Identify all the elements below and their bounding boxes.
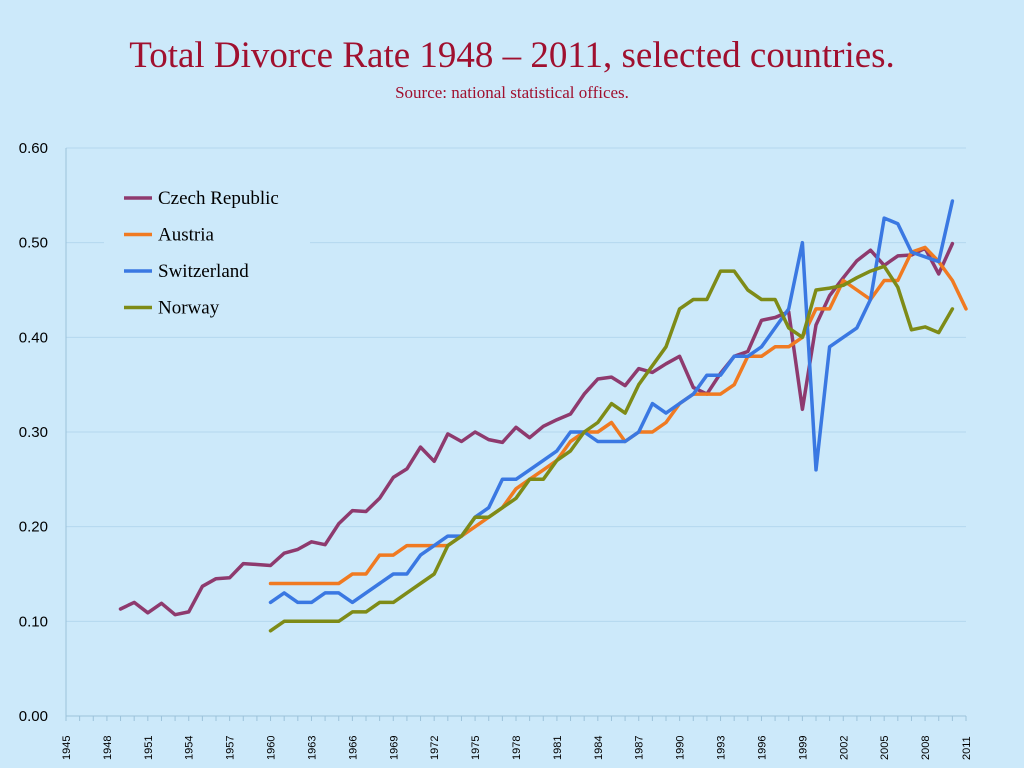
y-tick-label: 0.50 — [19, 235, 48, 252]
x-tick-label: 1993 — [716, 736, 728, 760]
x-axis-ticks: 1945 1948 1951 1954 1957 1960 1963 1966 1969 1972… — [61, 736, 973, 760]
x-tick-label: 1996 — [756, 736, 768, 760]
y-tick-label: 0.60 — [19, 140, 48, 157]
y-tick-label: 0.40 — [19, 329, 48, 346]
x-tick-label: 1972 — [429, 736, 441, 760]
series-line-czech-republic — [118, 241, 955, 617]
x-tick-label: 1963 — [306, 736, 318, 760]
x-tick-label: 1969 — [388, 736, 400, 760]
x-tick-label: 2002 — [838, 736, 850, 760]
legend-label: Switzerland — [158, 261, 249, 282]
x-tick-label: 1981 — [552, 736, 564, 760]
x-tick-label: 1990 — [675, 736, 687, 760]
y-tick-label: 0.20 — [19, 519, 48, 536]
legend: Czech Republic Austria Switzerland Norway — [104, 178, 310, 326]
axes — [65, 148, 967, 721]
series-line-austria — [268, 245, 968, 586]
x-tick-label: 1951 — [143, 736, 155, 760]
series-line-switzerland — [268, 199, 955, 605]
legend-label: Austria — [158, 225, 215, 246]
series-lines — [118, 199, 968, 633]
x-tick-label: 2005 — [879, 736, 891, 760]
x-tick-label: 1966 — [347, 736, 359, 760]
legend-background — [104, 178, 310, 326]
x-tick-label: 1954 — [184, 736, 196, 760]
x-tick-label: 1987 — [634, 736, 646, 760]
y-axis-ticks: 0.00 0.10 0.20 0.30 0.40 0.50 0.60 — [19, 140, 48, 725]
x-tick-label: 1948 — [102, 736, 114, 760]
x-tick-label: 2011 — [961, 736, 973, 760]
x-tick-label: 1999 — [797, 736, 809, 760]
chart-subtitle: Source: national statistical offices. — [395, 83, 629, 102]
x-tick-label: 1975 — [470, 736, 482, 760]
x-tick-label: 1945 — [61, 736, 73, 760]
legend-label: Norway — [158, 298, 220, 319]
series-line-norway — [268, 264, 955, 633]
chart-title: Total Divorce Rate 1948 – 2011, selected… — [129, 35, 895, 76]
x-tick-label: 1960 — [266, 736, 278, 760]
legend-label: Czech Republic — [158, 188, 279, 209]
x-tick-label: 1984 — [593, 736, 605, 760]
x-tick-label: 1978 — [511, 736, 523, 760]
y-tick-label: 0.10 — [19, 613, 48, 630]
x-tick-label: 1957 — [225, 736, 237, 760]
y-tick-label: 0.00 — [19, 708, 48, 725]
x-tick-label: 2008 — [920, 736, 932, 760]
y-tick-label: 0.30 — [19, 424, 48, 441]
